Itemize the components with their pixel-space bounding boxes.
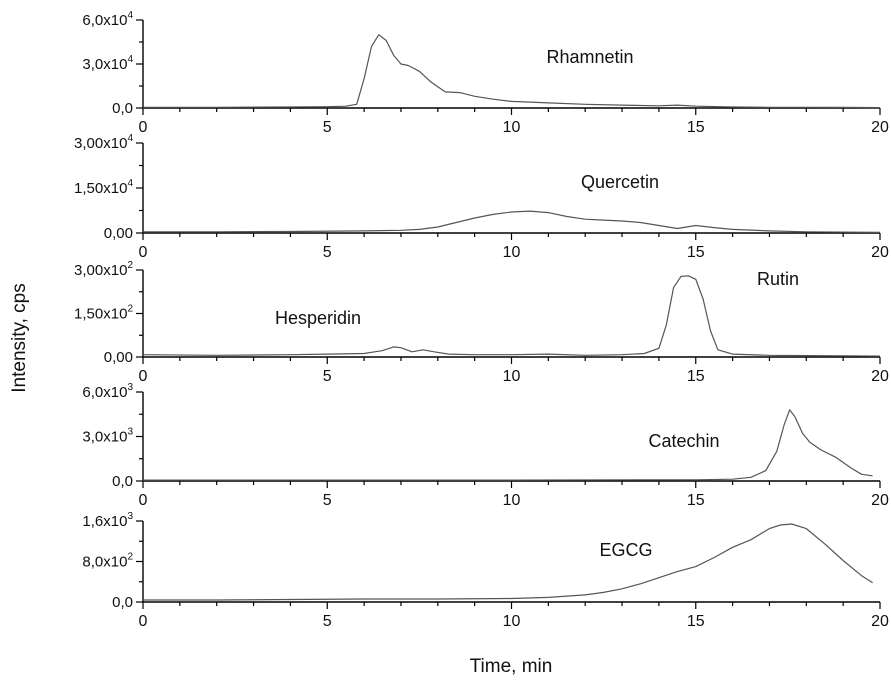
y-tick-label: 6,0x103 xyxy=(82,382,133,401)
x-tick-label: 0 xyxy=(139,492,148,509)
x-tick-label: 10 xyxy=(503,244,521,261)
x-tick-label: 10 xyxy=(503,368,521,385)
panel-3: 0 5 10 15 20 0,00 1,50x102 3,00x102 Hesperidin Ru… xyxy=(74,260,889,385)
x-tick-label: 10 xyxy=(503,119,521,136)
x-tick-label: 5 xyxy=(323,613,332,630)
x-tick-label: 20 xyxy=(871,492,889,509)
x-tick-label: 15 xyxy=(687,368,705,385)
chromatogram-trace xyxy=(143,523,873,601)
y-tick-label: 0,00 xyxy=(104,349,133,366)
y-tick-label: 1,50x102 xyxy=(74,304,133,323)
x-tick-label: 15 xyxy=(687,492,705,509)
y-tick-label: 6,0x104 xyxy=(82,10,133,29)
x-tick-label: 5 xyxy=(323,368,332,385)
y-tick-label: 3,0x103 xyxy=(82,427,133,446)
x-axis-title: Time, min xyxy=(470,656,553,677)
panel-1: 0 5 10 15 20 0,0 3,0x104 6,0x104 Rhamnetin xyxy=(82,10,889,136)
chromatogram-trace xyxy=(143,210,881,233)
x-tick-label: 20 xyxy=(871,613,889,630)
x-tick-label: 0 xyxy=(139,119,148,136)
x-tick-label: 5 xyxy=(323,119,332,136)
x-tick-label: 10 xyxy=(503,492,521,509)
y-tick-label: 1,50x104 xyxy=(74,178,133,197)
x-tick-label: 20 xyxy=(871,119,889,136)
x-tick-label: 0 xyxy=(139,368,148,385)
panel-4: 0 5 10 15 20 0,0 3,0x103 6,0x103 Catechin xyxy=(82,382,889,509)
x-tick-label: 10 xyxy=(503,613,521,630)
y-tick-label: 1,6x103 xyxy=(82,511,133,530)
compound-label: EGCG xyxy=(599,540,652,560)
y-tick-label: 8,0x102 xyxy=(82,552,133,571)
compound-label: Quercetin xyxy=(581,172,659,192)
chromatogram-trace xyxy=(143,34,881,109)
x-tick-label: 15 xyxy=(687,244,705,261)
y-tick-label: 3,00x104 xyxy=(74,133,133,152)
y-tick-label: 0,0 xyxy=(112,100,133,117)
y-tick-label: 0,0 xyxy=(112,473,133,490)
compound-label: Rutin xyxy=(757,269,799,289)
y-tick-label: 0,0 xyxy=(112,594,133,611)
panel-2: 0 5 10 15 20 0,00 1,50x104 3,00x104 Quercetin xyxy=(74,133,889,261)
chromatogram-trace xyxy=(143,409,873,481)
y-tick-label: 3,0x104 xyxy=(82,54,133,73)
x-tick-label: 0 xyxy=(139,244,148,261)
compound-label: Hesperidin xyxy=(275,308,361,328)
panel-5: 0 5 10 15 20 0,0 8,0x102 1,6x103 EGCG xyxy=(82,511,889,630)
y-tick-label: 0,00 xyxy=(104,225,133,242)
y-axis-title: Intensity, cps xyxy=(9,283,30,392)
x-tick-label: 5 xyxy=(323,492,332,509)
y-tick-label: 3,00x102 xyxy=(74,260,133,279)
compound-label: Rhamnetin xyxy=(546,47,633,67)
x-tick-label: 0 xyxy=(139,613,148,630)
x-tick-label: 20 xyxy=(871,244,889,261)
x-tick-label: 15 xyxy=(687,613,705,630)
x-tick-label: 15 xyxy=(687,119,705,136)
compound-label: Catechin xyxy=(648,431,719,451)
x-tick-label: 5 xyxy=(323,244,332,261)
chromatogram-trace xyxy=(142,275,881,357)
x-tick-label: 20 xyxy=(871,368,889,385)
